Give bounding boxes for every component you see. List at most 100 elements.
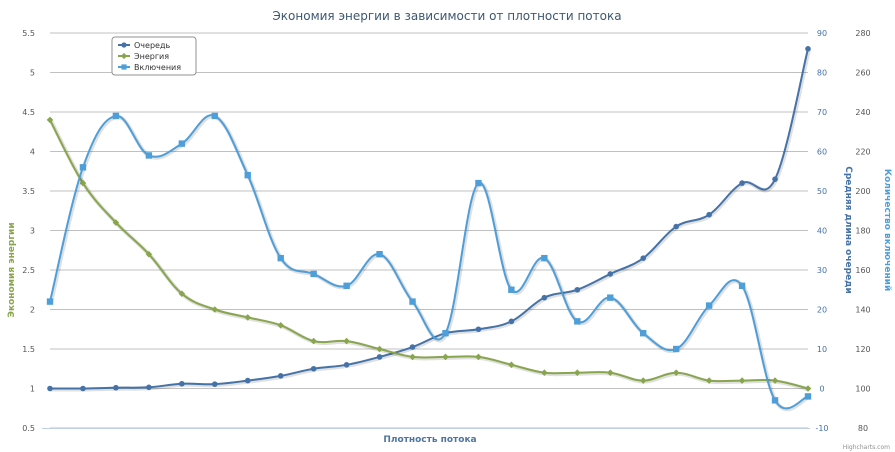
data-point[interactable]	[475, 326, 482, 333]
data-point[interactable]	[672, 345, 680, 353]
data-point[interactable]	[771, 377, 779, 384]
legend-marker[interactable]	[121, 42, 127, 48]
legend-marker[interactable]	[121, 64, 127, 70]
data-point[interactable]	[409, 344, 416, 350]
data-point[interactable]	[805, 46, 811, 52]
left-tick-label: 1	[30, 385, 35, 394]
data-point[interactable]	[442, 330, 449, 337]
data-point[interactable]	[343, 362, 350, 368]
legend-box	[111, 36, 197, 76]
middle-tick-label: -10	[815, 424, 828, 433]
data-point[interactable]	[706, 211, 712, 218]
legend-item[interactable]: Энергия	[118, 52, 169, 61]
middle-tick-label: 30	[817, 266, 827, 275]
right-tick-label: 140	[855, 306, 870, 315]
data-point[interactable]	[343, 337, 350, 345]
data-point[interactable]	[804, 385, 812, 392]
data-point[interactable]	[541, 294, 548, 301]
data-point[interactable]	[574, 369, 581, 376]
data-point[interactable]	[508, 286, 515, 293]
data-point[interactable]	[442, 353, 449, 361]
data-point[interactable]	[46, 298, 54, 305]
data-point[interactable]	[47, 385, 53, 392]
data-point[interactable]	[277, 322, 284, 329]
data-point[interactable]	[310, 365, 317, 372]
middle-tick-label: 70	[817, 108, 827, 117]
data-point[interactable]	[178, 140, 186, 147]
data-point[interactable]	[574, 318, 581, 325]
data-point[interactable]	[606, 369, 614, 376]
data-point[interactable]	[145, 250, 153, 258]
data-point[interactable]	[541, 369, 548, 376]
data-point[interactable]	[738, 282, 746, 289]
data-point[interactable]	[508, 361, 515, 369]
data-point[interactable]	[508, 318, 515, 325]
data-point[interactable]	[178, 290, 186, 297]
data-point[interactable]	[607, 294, 614, 301]
gridlines	[50, 32, 808, 429]
right-axis-label: Количество включений	[882, 169, 892, 292]
data-point[interactable]	[112, 112, 120, 120]
data-point[interactable]	[244, 172, 251, 179]
data-point[interactable]	[343, 282, 350, 289]
data-point[interactable]	[771, 397, 779, 404]
data-point[interactable]	[607, 271, 614, 277]
data-point[interactable]	[244, 314, 252, 321]
data-point[interactable]	[672, 369, 680, 376]
data-point[interactable]	[79, 179, 87, 187]
data-point[interactable]	[640, 255, 647, 261]
data-point[interactable]	[705, 302, 713, 309]
data-point[interactable]	[211, 112, 218, 120]
series-2	[46, 112, 812, 412]
middle-tick-label: 60	[817, 148, 827, 157]
data-point[interactable]	[112, 219, 120, 226]
right-tick-label: 220	[855, 148, 870, 157]
left-tick-label: 3	[30, 227, 35, 236]
data-point[interactable]	[475, 353, 482, 361]
data-point[interactable]	[673, 223, 679, 230]
data-point[interactable]	[376, 354, 383, 360]
data-point[interactable]	[79, 164, 87, 171]
data-point[interactable]	[772, 176, 778, 182]
series-line-shadow	[49, 114, 810, 412]
legend-item[interactable]: Очередь	[118, 41, 170, 50]
data-point[interactable]	[80, 385, 86, 392]
data-point[interactable]	[739, 180, 745, 186]
left-tick-label: 5.5	[22, 29, 35, 38]
data-point[interactable]	[409, 353, 416, 361]
data-point[interactable]	[179, 380, 185, 387]
data-point[interactable]	[277, 254, 284, 262]
data-point[interactable]	[738, 377, 746, 384]
middle-tick-label: 40	[817, 227, 827, 236]
data-point[interactable]	[211, 381, 218, 387]
data-point[interactable]	[804, 393, 812, 400]
series-0	[47, 46, 811, 392]
legend[interactable]: Очередь Энергия Включения	[111, 36, 197, 76]
data-point[interactable]	[376, 345, 383, 353]
left-tick-label: 1.5	[22, 345, 35, 354]
data-point[interactable]	[277, 373, 284, 379]
data-point[interactable]	[244, 377, 251, 384]
data-point[interactable]	[145, 152, 153, 159]
data-point[interactable]	[639, 377, 647, 384]
data-point[interactable]	[113, 384, 119, 391]
legend-marker[interactable]	[120, 52, 128, 60]
data-point[interactable]	[211, 306, 219, 313]
legend-item[interactable]: Включения	[118, 63, 181, 72]
data-point[interactable]	[640, 330, 647, 337]
data-point[interactable]	[574, 286, 581, 293]
data-point[interactable]	[310, 270, 317, 278]
credits-text[interactable]: Highcharts.com	[843, 444, 890, 451]
data-point[interactable]	[705, 377, 713, 384]
data-point[interactable]	[541, 254, 548, 262]
data-point[interactable]	[376, 251, 383, 258]
legend-label: Очередь	[134, 41, 170, 50]
data-point[interactable]	[310, 337, 317, 345]
data-point[interactable]	[409, 298, 416, 305]
left-tick-label: 3.5	[22, 187, 35, 196]
data-point[interactable]	[46, 116, 54, 124]
data-point[interactable]	[146, 384, 152, 391]
data-point[interactable]	[475, 179, 482, 187]
